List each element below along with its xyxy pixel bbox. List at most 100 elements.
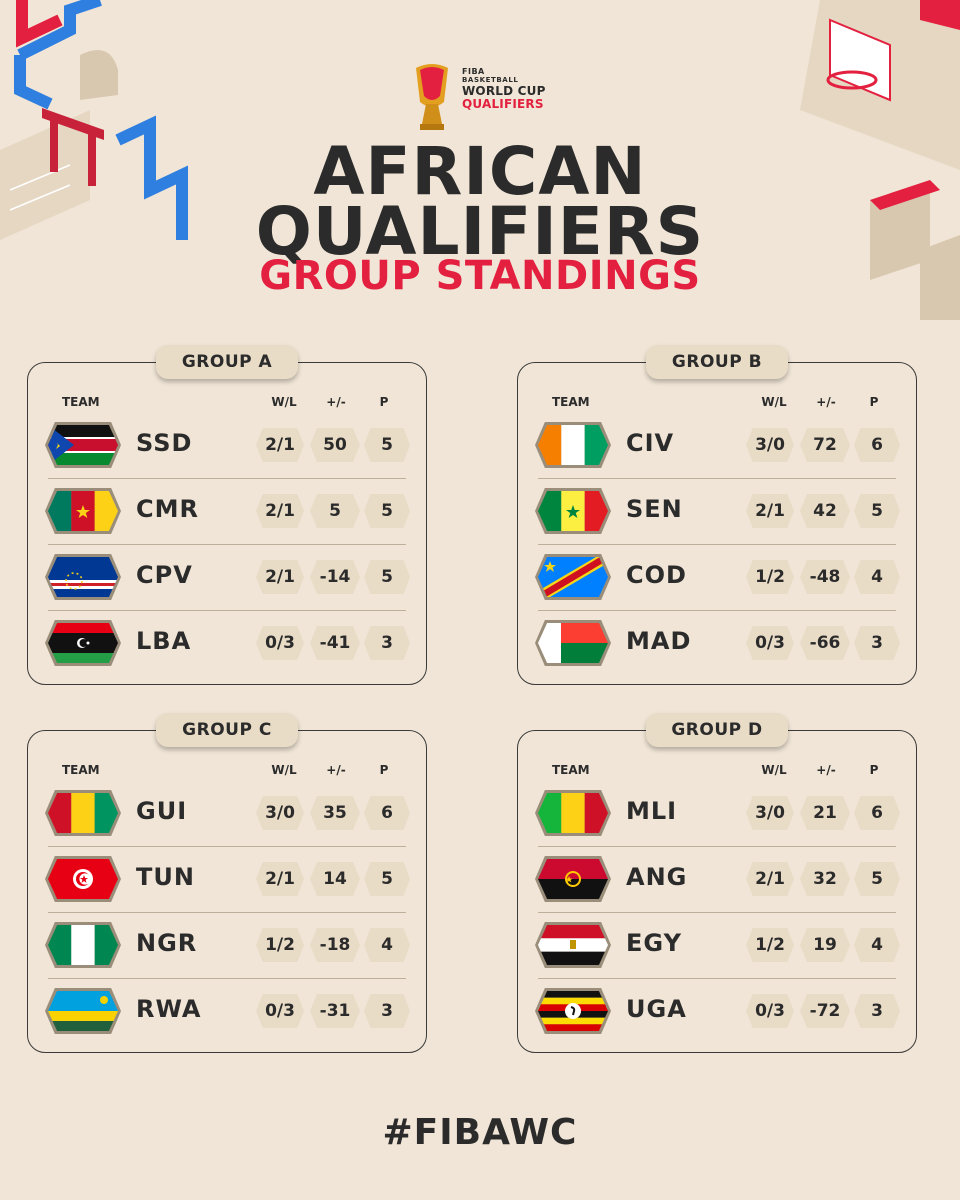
- rwanda-flag-icon: [48, 991, 118, 1031]
- nigeria-flag-icon: [48, 925, 118, 965]
- column-header-team: TEAM: [552, 763, 590, 777]
- win-loss-cell: 2/1: [256, 862, 304, 896]
- table-row: CMR 2/1 5 5: [28, 481, 426, 541]
- team-code: MAD: [626, 627, 692, 655]
- row-divider: [48, 478, 406, 479]
- mali-flag-icon: [538, 793, 608, 833]
- win-loss-cell: 2/1: [256, 428, 304, 462]
- team-code: UGA: [626, 995, 687, 1023]
- row-divider: [48, 912, 406, 913]
- points-cell: 4: [854, 928, 900, 962]
- table-row: GUI 3/0 35 6: [28, 783, 426, 843]
- points-cell: 6: [364, 796, 410, 830]
- column-header-wl: W/L: [271, 395, 297, 409]
- win-loss-cell: 0/3: [746, 994, 794, 1028]
- trophy-icon: [416, 64, 448, 130]
- team-code: SSD: [136, 429, 193, 457]
- column-header-points: P: [869, 763, 879, 777]
- plus-minus-cell: -14: [310, 560, 360, 594]
- win-loss-cell: 0/3: [256, 994, 304, 1028]
- plus-minus-cell: 72: [800, 428, 850, 462]
- column-header-plus-minus: +/-: [816, 763, 836, 777]
- points-cell: 3: [364, 626, 410, 660]
- win-loss-cell: 3/0: [746, 428, 794, 462]
- team-code: CMR: [136, 495, 199, 523]
- logo-fiba-text: FIBA: [462, 67, 485, 76]
- table-row: SSD 2/1 50 5: [28, 415, 426, 475]
- table-row: TUN 2/1 14 5: [28, 849, 426, 909]
- logo-qualifiers-text: QUALIFIERS: [462, 97, 544, 111]
- group-d-panel: GROUP D TEAM W/L +/- P MLI 3/0 21 6 ANG 2/1 32 5 EGY 1…: [517, 713, 917, 1053]
- table-row: RWA 0/3 -31 3: [28, 981, 426, 1041]
- table-row: MAD 0/3 -66 3: [518, 613, 916, 673]
- angola-flag-icon: [538, 859, 608, 899]
- team-code: CIV: [626, 429, 675, 457]
- plus-minus-cell: -72: [800, 994, 850, 1028]
- win-loss-cell: 2/1: [746, 862, 794, 896]
- plus-minus-cell: -48: [800, 560, 850, 594]
- points-cell: 5: [364, 862, 410, 896]
- points-cell: 4: [854, 560, 900, 594]
- team-code: NGR: [136, 929, 198, 957]
- win-loss-cell: 1/2: [746, 560, 794, 594]
- plus-minus-cell: 32: [800, 862, 850, 896]
- row-divider: [48, 978, 406, 979]
- points-cell: 4: [364, 928, 410, 962]
- libya-flag-icon: [48, 623, 118, 663]
- tunisia-flag-icon: [48, 859, 118, 899]
- row-divider: [538, 846, 896, 847]
- group-b-label: GROUP B: [646, 345, 788, 379]
- logo-basketball-text: BASKETBALL: [462, 76, 519, 84]
- team-code: MLI: [626, 797, 678, 825]
- column-header-team: TEAM: [62, 395, 100, 409]
- column-header-team: TEAM: [62, 763, 100, 777]
- column-header-team: TEAM: [552, 395, 590, 409]
- team-code: EGY: [626, 929, 682, 957]
- hashtag: #FIBAWC: [382, 1112, 578, 1153]
- win-loss-cell: 1/2: [746, 928, 794, 962]
- cameroon-flag-icon: [48, 491, 118, 531]
- win-loss-cell: 0/3: [746, 626, 794, 660]
- plus-minus-cell: 21: [800, 796, 850, 830]
- column-header-plus-minus: +/-: [816, 395, 836, 409]
- group-d-label: GROUP D: [646, 713, 788, 747]
- win-loss-cell: 3/0: [746, 796, 794, 830]
- team-code: TUN: [136, 863, 195, 891]
- win-loss-cell: 2/1: [746, 494, 794, 528]
- column-header-points: P: [379, 763, 389, 777]
- plus-minus-cell: 5: [310, 494, 360, 528]
- win-loss-cell: 3/0: [256, 796, 304, 830]
- page-subtitle: GROUP STANDINGS: [259, 253, 701, 299]
- team-code: RWA: [136, 995, 202, 1023]
- table-row: ANG 2/1 32 5: [518, 849, 916, 909]
- plus-minus-cell: -66: [800, 626, 850, 660]
- column-header-wl: W/L: [271, 763, 297, 777]
- points-cell: 3: [854, 626, 900, 660]
- ivory-coast-flag-icon: [538, 425, 608, 465]
- table-row: NGR 1/2 -18 4: [28, 915, 426, 975]
- team-code: CPV: [136, 561, 193, 589]
- team-code: SEN: [626, 495, 683, 523]
- row-divider: [48, 544, 406, 545]
- points-cell: 5: [364, 560, 410, 594]
- points-cell: 5: [364, 428, 410, 462]
- table-row: LBA 0/3 -41 3: [28, 613, 426, 673]
- plus-minus-cell: -31: [310, 994, 360, 1028]
- column-header-points: P: [379, 395, 389, 409]
- column-header-wl: W/L: [761, 763, 787, 777]
- row-divider: [538, 478, 896, 479]
- group-a-panel: GROUP A TEAM W/L +/- P SSD 2/1 50 5 CMR 2/1 5 5 CPV 2/…: [27, 345, 427, 685]
- column-header-points: P: [869, 395, 879, 409]
- table-row: COD 1/2 -48 4: [518, 547, 916, 607]
- plus-minus-cell: 19: [800, 928, 850, 962]
- plus-minus-cell: -18: [310, 928, 360, 962]
- table-row: MLI 3/0 21 6: [518, 783, 916, 843]
- points-cell: 5: [854, 862, 900, 896]
- column-header-wl: W/L: [761, 395, 787, 409]
- table-row: SEN 2/1 42 5: [518, 481, 916, 541]
- group-b-panel: GROUP B TEAM W/L +/- P CIV 3/0 72 6 SEN 2/1 42 5 COD 1…: [517, 345, 917, 685]
- guinea-flag-icon: [48, 793, 118, 833]
- win-loss-cell: 2/1: [256, 494, 304, 528]
- page-title-line2: QUALIFIERS: [255, 193, 705, 270]
- points-cell: 5: [364, 494, 410, 528]
